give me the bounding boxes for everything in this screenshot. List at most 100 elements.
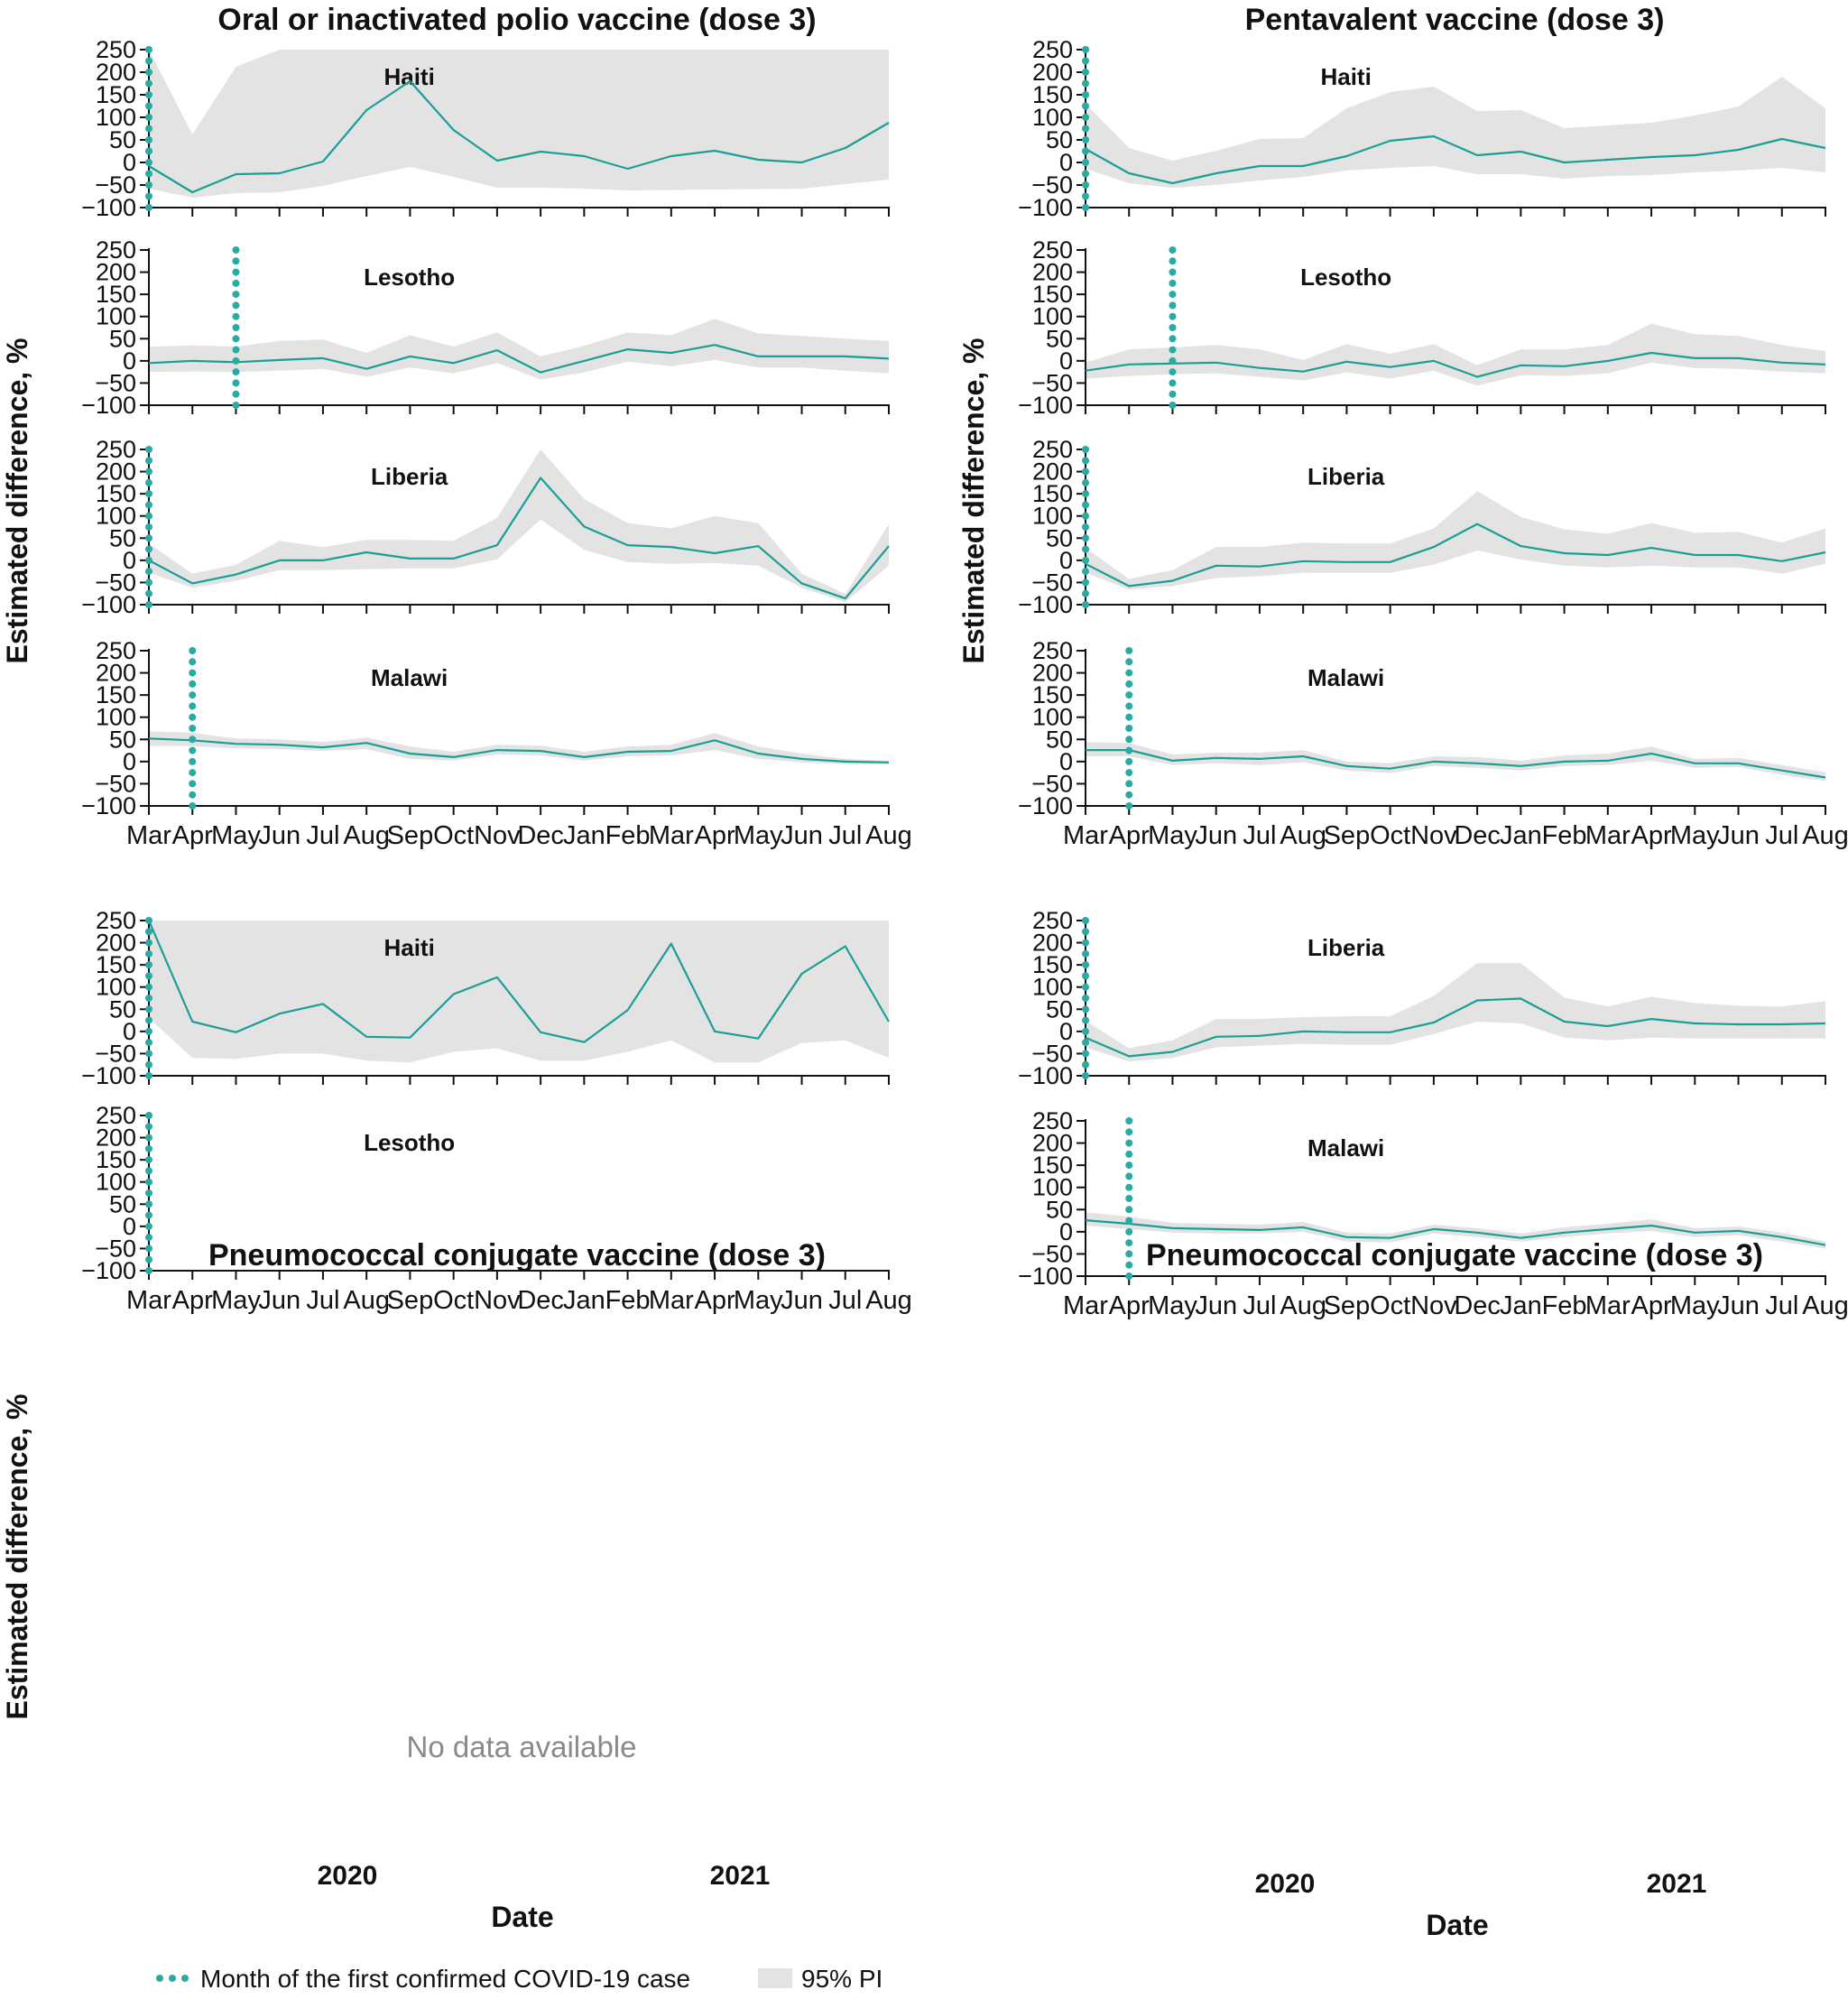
- first-case-dot: [145, 1123, 152, 1131]
- first-case-dot: [145, 1222, 152, 1230]
- x-tick-label: Oct: [1370, 1291, 1410, 1320]
- y-tick-label: 50: [109, 325, 136, 352]
- y-tick-label: 250: [96, 1102, 136, 1129]
- first-case-dot: [1169, 368, 1177, 376]
- country-label: Haiti: [383, 63, 434, 90]
- y-tick-label: −100: [1018, 792, 1073, 819]
- first-case-dot: [145, 192, 152, 200]
- country-label: Liberia: [1307, 934, 1385, 961]
- first-case-dot: [1082, 523, 1089, 531]
- y-tick-label: 200: [1032, 1130, 1073, 1157]
- y-tick-label: 200: [1032, 59, 1073, 86]
- first-case-dot: [145, 1178, 152, 1186]
- first-case-dot: [145, 1167, 152, 1175]
- first-case-dot: [145, 1144, 152, 1152]
- y-tick-label: 100: [96, 704, 136, 731]
- x-tick-label: Aug: [865, 1286, 912, 1315]
- y-tick-label: 100: [1032, 974, 1073, 1001]
- first-case-dot: [145, 1027, 152, 1035]
- y-tick-label: 0: [1059, 347, 1073, 375]
- first-case-dot: [145, 972, 152, 980]
- first-case-dot: [189, 746, 197, 754]
- x-tick-label: May: [211, 821, 261, 850]
- x-tick-label: Sep: [387, 1286, 434, 1315]
- first-case-dot: [145, 1255, 152, 1263]
- y-tick-label: 150: [1032, 951, 1073, 978]
- first-case-dot: [1082, 1039, 1089, 1047]
- first-case-dot: [1082, 928, 1089, 936]
- y-tick-label: −50: [1031, 1240, 1073, 1267]
- y-tick-label: 250: [1032, 1107, 1073, 1134]
- first-case-dot: [232, 268, 240, 276]
- y-tick-label: −100: [81, 392, 136, 419]
- title-pentavalent: Pentavalent vaccine (dose 3): [1245, 3, 1665, 37]
- first-case-dot: [1082, 939, 1089, 947]
- x-tick-label: Apr: [1631, 1291, 1671, 1320]
- first-case-marker: [145, 446, 152, 608]
- y-tick-label: 150: [1032, 281, 1073, 308]
- y-tick-label: 50: [109, 524, 136, 551]
- x-tick-label: Jan: [563, 821, 605, 850]
- first-case-marker: [1082, 917, 1089, 1079]
- first-case-dot: [1082, 446, 1089, 453]
- first-case-dot: [1125, 1273, 1133, 1280]
- first-case-dot: [1082, 457, 1089, 465]
- first-case-dot: [1082, 545, 1089, 553]
- first-case-dot: [1125, 1217, 1133, 1225]
- y-tick-label: 250: [1032, 907, 1073, 934]
- first-case-dot: [145, 1234, 152, 1242]
- x-tick-label: Aug: [1280, 821, 1326, 850]
- x-tick-label: May: [1148, 1291, 1197, 1320]
- first-case-dot: [145, 1050, 152, 1058]
- first-case-dot: [145, 181, 152, 189]
- first-case-dot: [145, 46, 152, 53]
- first-case-dot: [145, 490, 152, 498]
- first-case-dot: [189, 791, 197, 799]
- first-case-marker: [145, 1112, 152, 1274]
- year-label-right-2021: 2021: [1647, 1869, 1707, 1899]
- first-case-dot: [1082, 961, 1089, 969]
- first-case-dot: [232, 379, 240, 387]
- y-tick-label: 100: [1032, 503, 1073, 530]
- y-tick-label: 0: [123, 1213, 136, 1240]
- y-tick-label: 250: [96, 236, 136, 264]
- first-case-dot: [145, 1245, 152, 1253]
- y-tick-label: 200: [96, 59, 136, 86]
- first-case-dot: [1169, 291, 1177, 299]
- y-tick-label: 150: [96, 951, 136, 978]
- x-tick-label: Dec: [1454, 1291, 1501, 1320]
- first-case-dot: [1125, 757, 1133, 765]
- first-case-dot: [145, 534, 152, 542]
- first-case-dot: [145, 446, 152, 453]
- first-case-dot: [1082, 147, 1089, 155]
- x-tick-label: Apr: [1631, 821, 1671, 850]
- x-tick-label: May: [734, 1286, 783, 1315]
- x-tick-label: Jan: [1500, 1291, 1542, 1320]
- first-case-dot: [1169, 279, 1177, 287]
- first-case-dot: [145, 917, 152, 924]
- first-case-dot: [145, 983, 152, 991]
- first-case-dot: [145, 1016, 152, 1024]
- country-label: Liberia: [371, 463, 448, 490]
- first-case-dot: [145, 1112, 152, 1119]
- x-tick-label: Apr: [694, 821, 735, 850]
- x-tick-label: Jul: [1243, 821, 1276, 850]
- first-case-dot: [1169, 390, 1177, 398]
- first-case-dot: [145, 1060, 152, 1069]
- y-tick-label: −50: [1031, 171, 1073, 199]
- first-case-dot: [1082, 995, 1089, 1002]
- first-case-dot: [1125, 1261, 1133, 1269]
- first-case-dot: [1082, 490, 1089, 498]
- x-tick-label: Feb: [1542, 821, 1587, 850]
- y-tick-label: 150: [1032, 1152, 1073, 1179]
- x-tick-label: Jun: [1717, 1291, 1760, 1320]
- first-case-dot: [145, 69, 152, 76]
- y-tick-label: 0: [123, 1018, 136, 1045]
- first-case-dot: [1082, 46, 1089, 53]
- y-tick-label: 200: [1032, 259, 1073, 286]
- country-label: Lesotho: [364, 1129, 455, 1156]
- first-case-dot: [1082, 170, 1089, 178]
- y-tick-label: 50: [109, 726, 136, 753]
